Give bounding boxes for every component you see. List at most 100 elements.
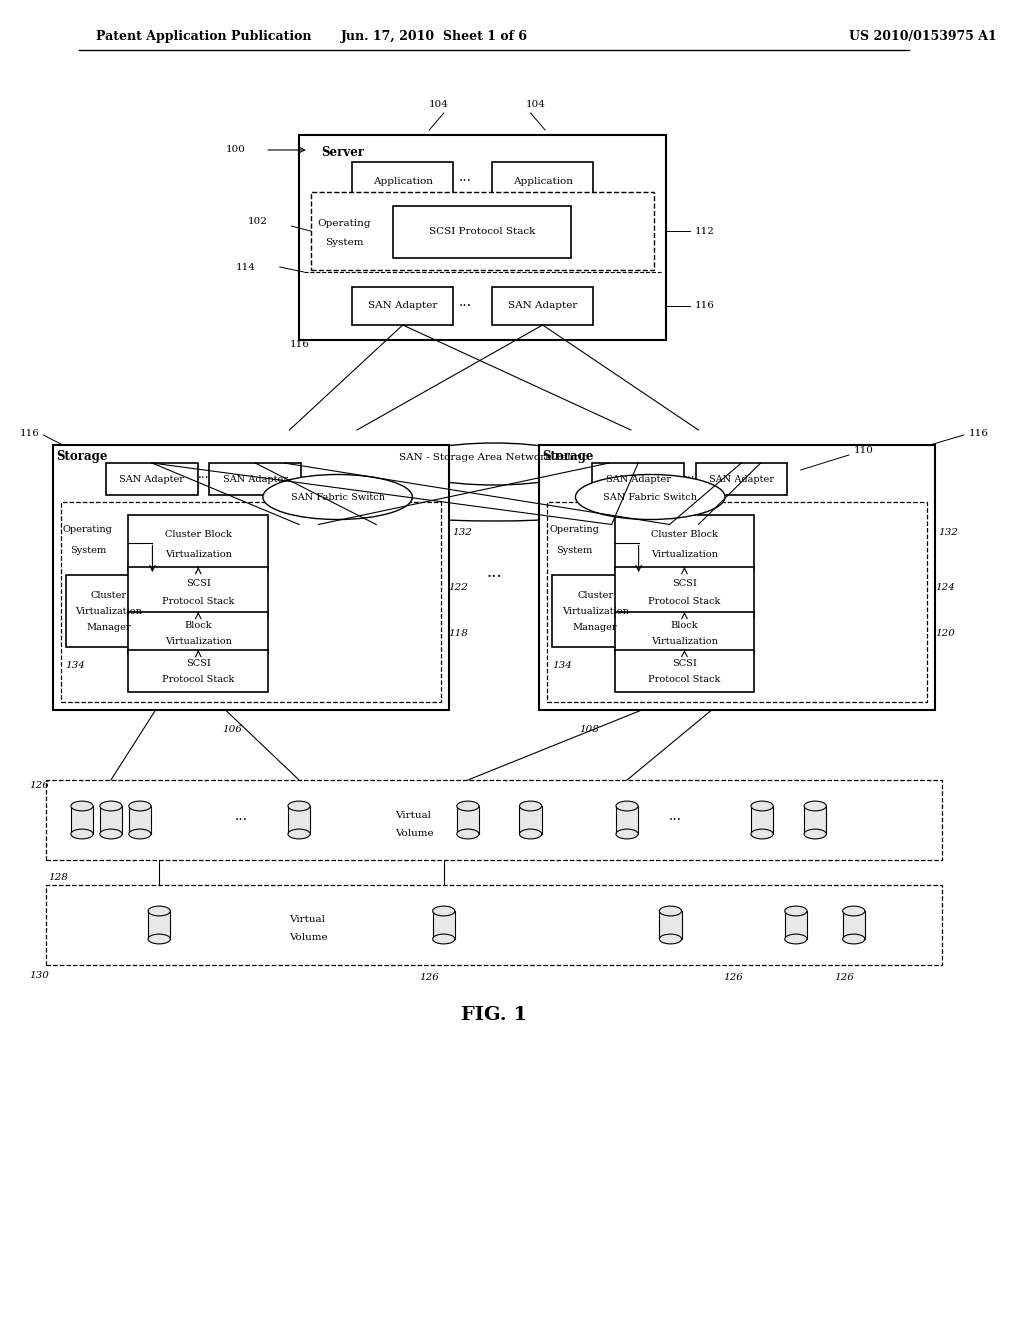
Text: Virtualization: Virtualization	[76, 606, 142, 615]
Ellipse shape	[433, 906, 455, 916]
FancyBboxPatch shape	[614, 649, 755, 692]
Text: Cluster: Cluster	[91, 590, 127, 599]
Text: Operating: Operating	[317, 219, 371, 227]
FancyBboxPatch shape	[288, 807, 310, 834]
Ellipse shape	[784, 935, 807, 944]
Text: Virtualization: Virtualization	[651, 550, 718, 558]
Ellipse shape	[100, 829, 122, 840]
FancyBboxPatch shape	[457, 807, 479, 834]
Ellipse shape	[288, 801, 310, 810]
Text: Protocol Stack: Protocol Stack	[648, 676, 721, 685]
FancyBboxPatch shape	[60, 502, 441, 702]
Text: 104: 104	[525, 100, 546, 110]
Text: 128: 128	[48, 874, 69, 883]
FancyBboxPatch shape	[128, 568, 268, 616]
Text: FIG. 1: FIG. 1	[461, 1006, 527, 1024]
Ellipse shape	[519, 801, 542, 810]
Text: SAN Adapter: SAN Adapter	[368, 301, 437, 310]
Text: 106: 106	[222, 726, 242, 734]
Ellipse shape	[659, 935, 682, 944]
Text: SAN Adapter: SAN Adapter	[508, 301, 578, 310]
FancyBboxPatch shape	[128, 515, 268, 570]
Text: 126: 126	[835, 973, 854, 982]
FancyBboxPatch shape	[310, 191, 654, 271]
FancyBboxPatch shape	[352, 162, 454, 201]
Text: SAN Fabric Switch: SAN Fabric Switch	[291, 492, 385, 502]
Text: 132: 132	[453, 528, 472, 537]
FancyBboxPatch shape	[547, 502, 927, 702]
Text: System: System	[326, 239, 364, 247]
FancyBboxPatch shape	[46, 780, 941, 861]
FancyBboxPatch shape	[492, 286, 593, 325]
Text: Virtualization: Virtualization	[562, 606, 629, 615]
FancyBboxPatch shape	[659, 911, 682, 939]
Text: 124: 124	[935, 582, 954, 591]
Text: Protocol Stack: Protocol Stack	[648, 598, 721, 606]
Ellipse shape	[616, 801, 638, 810]
Text: Protocol Stack: Protocol Stack	[162, 598, 234, 606]
Ellipse shape	[457, 801, 479, 810]
Text: Virtualization: Virtualization	[165, 550, 231, 558]
Text: 110: 110	[854, 446, 873, 454]
FancyBboxPatch shape	[100, 807, 122, 834]
FancyBboxPatch shape	[209, 463, 301, 495]
FancyBboxPatch shape	[53, 445, 449, 710]
FancyBboxPatch shape	[784, 911, 807, 939]
FancyBboxPatch shape	[392, 206, 571, 257]
FancyBboxPatch shape	[552, 576, 639, 647]
FancyBboxPatch shape	[492, 162, 593, 201]
FancyBboxPatch shape	[46, 884, 941, 965]
Text: Volume: Volume	[290, 933, 328, 942]
FancyBboxPatch shape	[616, 807, 638, 834]
Text: Cluster Block: Cluster Block	[165, 531, 231, 539]
Text: Virtual: Virtual	[290, 916, 326, 924]
Text: ···: ···	[459, 300, 471, 313]
Text: 112: 112	[694, 227, 715, 235]
Text: SCSI Protocol Stack: SCSI Protocol Stack	[429, 227, 536, 236]
Text: ···: ···	[459, 174, 471, 187]
Text: Manager: Manager	[87, 623, 131, 631]
Ellipse shape	[148, 935, 170, 944]
Text: Volume: Volume	[395, 829, 434, 837]
FancyBboxPatch shape	[592, 463, 684, 495]
Text: 132: 132	[939, 528, 958, 537]
Text: SAN Fabric Switch: SAN Fabric Switch	[603, 492, 697, 502]
Text: Operating: Operating	[549, 525, 599, 535]
FancyBboxPatch shape	[352, 286, 454, 325]
FancyBboxPatch shape	[614, 612, 755, 653]
Ellipse shape	[751, 829, 773, 840]
Text: 114: 114	[236, 263, 256, 272]
Ellipse shape	[71, 829, 93, 840]
Text: 116: 116	[969, 429, 988, 437]
Text: System: System	[70, 545, 105, 554]
Ellipse shape	[616, 829, 638, 840]
Text: SCSI: SCSI	[185, 660, 211, 668]
Text: US 2010/0153975 A1: US 2010/0153975 A1	[849, 30, 996, 44]
FancyBboxPatch shape	[614, 568, 755, 616]
Text: Storage: Storage	[543, 450, 594, 463]
FancyBboxPatch shape	[128, 612, 268, 653]
FancyBboxPatch shape	[106, 463, 198, 495]
FancyBboxPatch shape	[519, 807, 542, 834]
Text: Virtual: Virtual	[395, 810, 431, 820]
Ellipse shape	[170, 467, 325, 503]
Text: System: System	[556, 545, 592, 554]
FancyBboxPatch shape	[148, 911, 170, 939]
Ellipse shape	[148, 906, 170, 916]
Text: SCSI: SCSI	[672, 579, 697, 589]
Ellipse shape	[71, 801, 93, 810]
Text: 134: 134	[66, 660, 85, 669]
Ellipse shape	[231, 449, 447, 498]
Text: 126: 126	[29, 780, 49, 789]
Text: SAN - Storage Area Network Fabric: SAN - Storage Area Network Fabric	[399, 453, 589, 462]
Ellipse shape	[843, 935, 865, 944]
Text: ···: ···	[669, 813, 682, 828]
Text: ···: ···	[198, 473, 209, 486]
FancyBboxPatch shape	[129, 807, 151, 834]
Text: Virtualization: Virtualization	[651, 638, 718, 647]
FancyBboxPatch shape	[843, 911, 865, 939]
Text: 102: 102	[248, 216, 267, 226]
FancyBboxPatch shape	[540, 445, 935, 710]
FancyBboxPatch shape	[299, 135, 666, 341]
Text: ···: ···	[234, 813, 248, 828]
